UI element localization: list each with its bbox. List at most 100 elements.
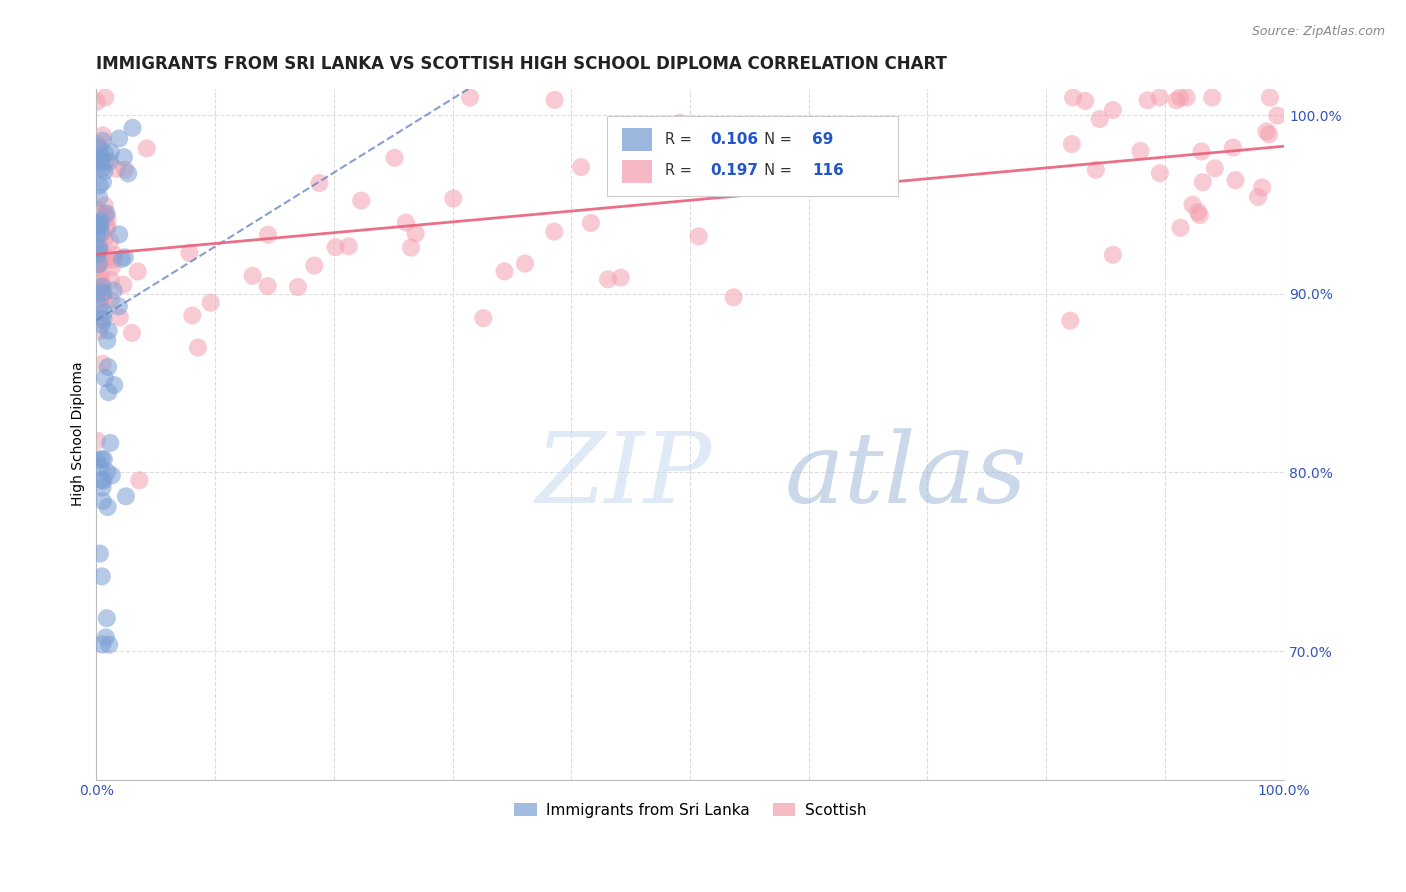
Text: N =: N = [755, 163, 797, 178]
Point [98, 638, 121, 652]
Point [91, 175, 114, 189]
Point [287, 280, 309, 294]
Point [91, 128, 114, 143]
Point [93, 249, 115, 263]
Text: Source: ZipAtlas.com: Source: ZipAtlas.com [1251, 25, 1385, 38]
Point [1168, 90, 1191, 104]
Point [94, 90, 117, 104]
Point [256, 279, 278, 293]
Point [200, 295, 222, 310]
Point [103, 248, 125, 262]
Point [86, 434, 108, 448]
Point [98, 154, 121, 169]
Point [1258, 90, 1281, 104]
Point [98, 235, 121, 249]
Point [86, 147, 108, 161]
Point [1189, 145, 1212, 159]
Point [101, 260, 124, 274]
Point [90, 569, 112, 583]
Point [1188, 208, 1211, 222]
Point [89, 190, 111, 204]
Point [569, 160, 592, 174]
Point [89, 547, 111, 561]
Point [669, 116, 692, 130]
Point [472, 311, 495, 326]
Point [304, 259, 326, 273]
Point [1247, 190, 1270, 204]
Point [86, 137, 108, 152]
Point [1102, 248, 1125, 262]
Point [86, 453, 108, 467]
Point [96, 334, 118, 348]
Point [86, 219, 108, 234]
Point [87, 247, 110, 261]
Point [89, 324, 111, 338]
Point [91, 279, 114, 293]
Point [90, 149, 112, 163]
Point [543, 225, 565, 239]
Point [308, 176, 330, 190]
Text: atlas: atlas [785, 428, 1028, 524]
Point [610, 270, 633, 285]
Point [1059, 313, 1081, 327]
Point [350, 194, 373, 208]
Text: 116: 116 [813, 163, 844, 178]
Point [242, 268, 264, 283]
Point [96, 611, 118, 625]
Point [86, 228, 108, 243]
Point [325, 240, 347, 254]
Point [96, 465, 118, 479]
Y-axis label: High School Diploma: High School Diploma [72, 362, 86, 507]
Text: R =: R = [665, 131, 696, 146]
Point [86, 270, 108, 285]
Point [86, 286, 108, 301]
Point [91, 494, 114, 508]
Point [91, 638, 114, 652]
Point [86, 219, 108, 233]
Point [87, 243, 110, 257]
Point [90, 153, 112, 168]
Point [97, 359, 120, 374]
Point [108, 131, 131, 145]
Point [579, 216, 602, 230]
Point [1267, 109, 1289, 123]
Point [661, 127, 683, 141]
Point [111, 252, 134, 266]
Point [181, 309, 204, 323]
Point [90, 300, 112, 314]
Point [87, 216, 110, 230]
Point [93, 289, 115, 303]
Point [97, 385, 120, 400]
Point [1201, 90, 1223, 104]
Point [91, 161, 114, 176]
Point [90, 451, 112, 466]
Point [1129, 144, 1152, 158]
Point [90, 254, 112, 268]
Point [441, 192, 464, 206]
Point [86, 259, 108, 273]
Text: ZIP: ZIP [536, 428, 711, 524]
Point [86, 217, 108, 231]
Point [89, 460, 111, 475]
Point [97, 324, 120, 338]
Point [1175, 90, 1198, 104]
Point [105, 161, 128, 176]
Point [1222, 140, 1244, 154]
Point [103, 378, 125, 392]
Point [93, 452, 115, 467]
Point [1101, 103, 1123, 117]
FancyBboxPatch shape [607, 116, 898, 195]
Point [91, 134, 114, 148]
Point [90, 284, 112, 298]
Point [89, 139, 111, 153]
Point [117, 166, 139, 180]
Point [1088, 112, 1111, 126]
Point [96, 219, 118, 233]
Point [96, 155, 118, 169]
Point [1181, 198, 1204, 212]
Point [257, 227, 280, 242]
Point [94, 199, 117, 213]
Text: 69: 69 [813, 131, 834, 146]
Point [89, 153, 111, 168]
Point [98, 436, 121, 450]
